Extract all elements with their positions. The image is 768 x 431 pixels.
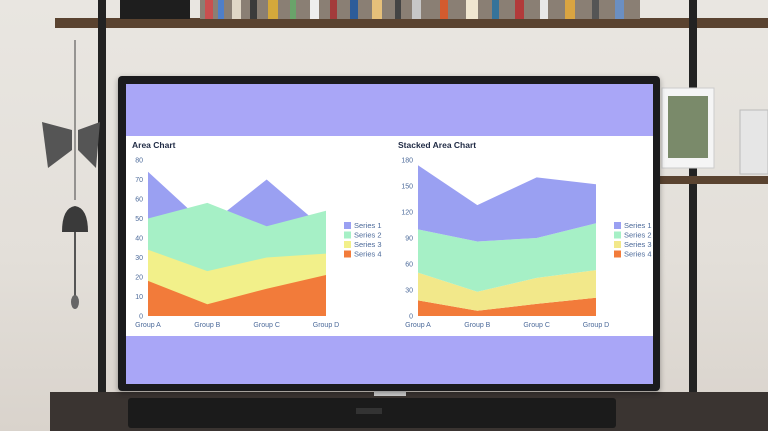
chart-1-stack-series-3 <box>418 270 596 311</box>
chart-0-ytick-label: 20 <box>135 275 143 282</box>
chart-1-stack-series-1 <box>418 165 596 242</box>
chart-0-legend-swatch <box>344 231 351 239</box>
chart-0-legend-swatch <box>344 222 351 229</box>
chart-0-ytick-label: 60 <box>135 197 143 204</box>
chart-0-ytick-label: 40 <box>135 236 143 243</box>
chart-1-ytick-label: 120 <box>401 210 413 217</box>
chart-1-ytick-label: 90 <box>405 236 413 243</box>
chart-0-legend-label: Series 1 <box>354 221 382 230</box>
chart-0-legend-swatch <box>344 241 351 248</box>
chart-1-xtick-label: Group A <box>405 322 431 329</box>
chart-1-legend-label: Series 1 <box>624 221 652 230</box>
glass-jar <box>739 109 768 175</box>
chart-1-ytick-label: 0 <box>409 314 413 321</box>
chart-1-xtick-label: Group C <box>523 322 549 329</box>
chart-1-legend-swatch <box>614 241 621 248</box>
left-pipe <box>98 0 106 410</box>
chart-0-xtick-label: Group B <box>194 322 220 329</box>
area-chart-title: Area Chart <box>132 140 176 150</box>
tv-screen: Area Chart Stacked Area Chart 0 10 20 30 40 5… <box>126 84 653 384</box>
chart-1-stack-series-2 <box>418 223 596 292</box>
chart-1-xtick-label: Group D <box>583 322 609 329</box>
chart-0-legend-label: Series 3 <box>354 240 382 249</box>
slide-panel: Area Chart Stacked Area Chart 0 10 20 30 40 5… <box>126 136 653 336</box>
chart-0-ytick-label: 0 <box>139 314 143 321</box>
chart-1-ytick-label: 60 <box>405 262 413 269</box>
chart-1-legend-label: Series 3 <box>624 240 652 249</box>
chart-0-ytick-label: 30 <box>135 255 143 262</box>
chart-0-ytick-label: 10 <box>135 294 143 301</box>
butterfly-ornament <box>42 122 72 168</box>
stacked-area-chart-title: Stacked Area Chart <box>398 140 477 150</box>
chart-0-legend-label: Series 4 <box>354 250 382 259</box>
chart-0-xtick-label: Group A <box>135 322 161 329</box>
books-row <box>120 0 640 19</box>
chart-0-legend-label: Series 2 <box>354 231 382 240</box>
charts-canvas: 0 10 20 30 40 50 60 70 80 Group A Group B Group C Gr… <box>135 158 652 330</box>
right-pipe <box>689 0 697 410</box>
right-shelf <box>660 176 768 184</box>
top-shelf <box>55 18 768 28</box>
chart-0-xtick-label: Group C <box>253 322 279 329</box>
chart-1-legend-label: Series 4 <box>624 250 652 259</box>
chart-0-area-series-4 <box>148 275 326 316</box>
chart-0-xtick-label: Group D <box>313 322 339 329</box>
chart-1-ytick-label: 150 <box>401 184 413 191</box>
chart-1-legend-swatch <box>614 222 621 229</box>
chart-1-stack-series-4 <box>418 297 596 316</box>
chart-1-legend-label: Series 2 <box>624 231 652 240</box>
chart-1-legend-swatch <box>614 250 621 258</box>
chart-0-ytick-label: 80 <box>135 158 143 165</box>
chart-1-legend-swatch <box>614 231 621 239</box>
chart-0-ytick-label: 50 <box>135 216 143 223</box>
chart-1-ytick-label: 30 <box>405 288 413 295</box>
chart-0-ytick-label: 70 <box>135 177 143 184</box>
chart-0-legend-swatch <box>344 250 351 258</box>
chart-1-xtick-label: Group B <box>464 322 490 329</box>
bell-ornament <box>62 206 88 232</box>
chart-1-ytick-label: 180 <box>401 158 413 165</box>
